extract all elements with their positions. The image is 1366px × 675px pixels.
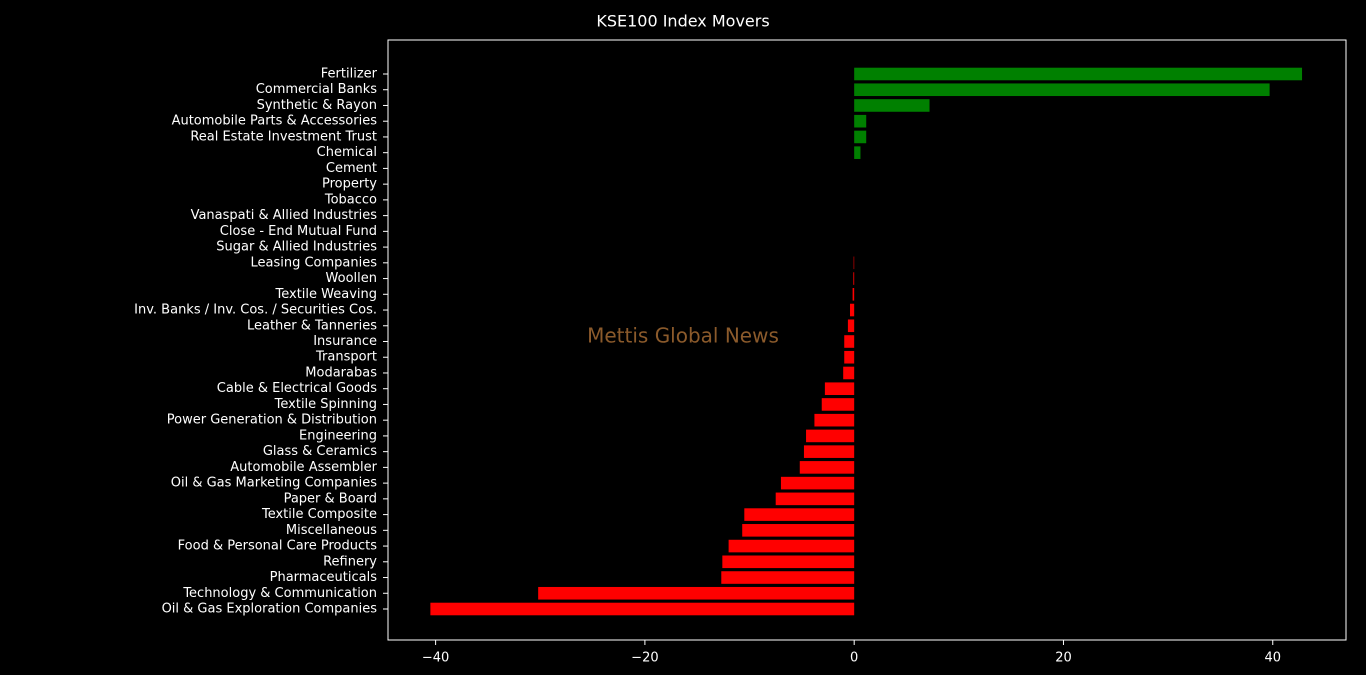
y-tick-label: Glass & Ceramics (263, 444, 377, 459)
bar (854, 83, 1270, 97)
bar (821, 398, 855, 411)
y-tick-label: Food & Personal Care Products (178, 539, 378, 554)
bar (538, 586, 855, 600)
bar (824, 382, 855, 395)
x-tick-label: 20 (1055, 651, 1072, 666)
bar (844, 350, 855, 364)
y-tick-label: Paper & Board (284, 491, 377, 506)
y-tick-label: Real Estate Investment Trust (190, 129, 377, 144)
y-tick-label: Textile Composite (261, 507, 377, 522)
y-tick-label: Insurance (313, 334, 377, 349)
y-tick-label: Leasing Companies (250, 255, 377, 270)
bar (849, 303, 855, 317)
y-tick-label: Leather & Tanneries (247, 318, 377, 333)
plot-frame (387, 39, 1347, 641)
y-tick-label: Synthetic & Rayon (257, 98, 377, 113)
bar (853, 272, 855, 285)
bar (430, 602, 855, 616)
bar (721, 571, 855, 584)
bar (853, 256, 855, 270)
bar (854, 114, 867, 128)
y-tick-label: Property (322, 177, 377, 192)
x-tick-label: −20 (631, 651, 658, 666)
y-tick-label: Refinery (323, 554, 377, 569)
bar (854, 99, 930, 112)
y-tick-label: Power Generation & Distribution (167, 413, 377, 428)
y-tick-label: Woollen (326, 271, 377, 286)
bar (854, 146, 861, 159)
bar (803, 445, 855, 458)
bar (852, 288, 855, 301)
bar (854, 130, 867, 144)
bar (780, 476, 855, 490)
bar (847, 319, 855, 333)
bar (814, 413, 855, 427)
chart-title: KSE100 Index Movers (596, 12, 769, 31)
y-tick-label: Engineering (299, 428, 377, 443)
bar (843, 366, 855, 380)
y-tick-label: Automobile Parts & Accessories (172, 114, 378, 129)
bar (722, 555, 855, 569)
x-tick-label: −40 (422, 651, 449, 666)
bar (844, 335, 855, 348)
bar (775, 492, 855, 506)
bar (854, 67, 1303, 81)
bar (742, 524, 855, 537)
y-tick-label: Cable & Electrical Goods (217, 381, 377, 396)
y-tick-label: Pharmaceuticals (270, 570, 378, 585)
bar (799, 461, 855, 474)
y-tick-label: Tobacco (324, 192, 377, 207)
y-tick-label: Fertilizer (321, 67, 378, 82)
bar (728, 539, 855, 553)
y-tick-label: Miscellaneous (286, 523, 377, 538)
y-tick-label: Vanaspati & Allied Industries (191, 208, 378, 223)
watermark: Mettis Global News (587, 324, 779, 348)
y-tick-label: Chemical (317, 145, 377, 160)
bar (744, 508, 855, 521)
y-tick-label: Sugar & Allied Industries (216, 240, 377, 255)
y-tick-label: Modarabas (305, 365, 377, 380)
y-tick-label: Textile Weaving (275, 287, 378, 302)
y-tick-label: Automobile Assembler (230, 460, 377, 475)
x-tick-label: 40 (1264, 651, 1281, 666)
y-tick-label: Inv. Banks / Inv. Cos. / Securities Cos. (134, 303, 377, 318)
bar (806, 429, 855, 443)
y-tick-label: Transport (315, 350, 377, 365)
y-tick-label: Commercial Banks (256, 82, 378, 97)
y-tick-label: Technology & Communication (182, 586, 377, 601)
y-tick-label: Oil & Gas Exploration Companies (162, 602, 378, 617)
y-tick-label: Textile Spinning (274, 397, 377, 412)
y-tick-label: Oil & Gas Marketing Companies (171, 476, 377, 491)
y-tick-label: Close - End Mutual Fund (220, 224, 377, 239)
x-tick-label: 0 (850, 651, 858, 666)
y-tick-label: Cement (326, 161, 377, 176)
